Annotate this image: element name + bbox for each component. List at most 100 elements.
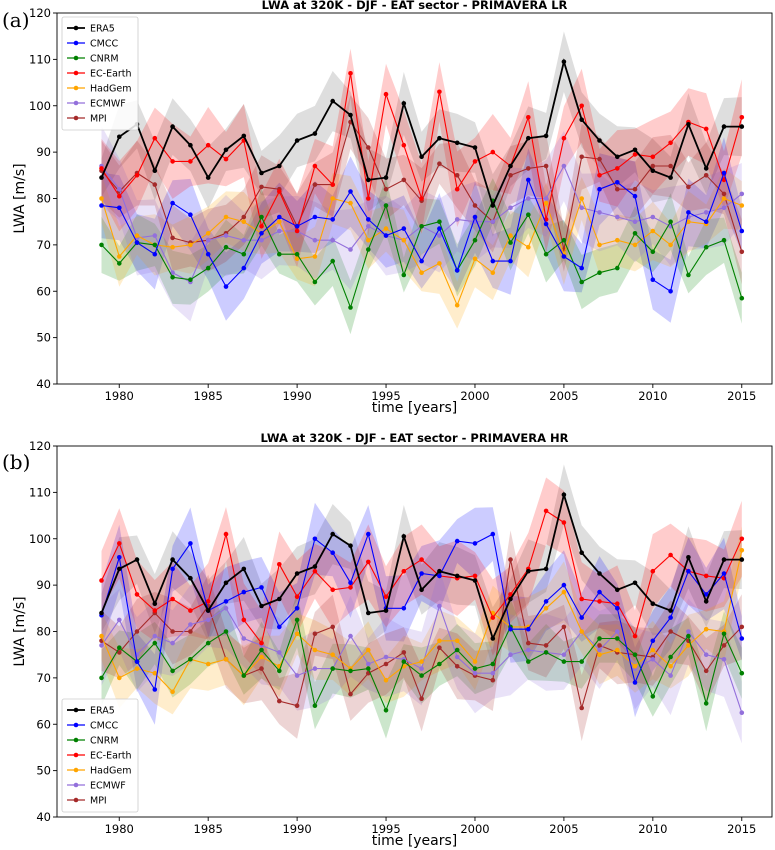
legend-marker-ec-earth	[73, 70, 79, 76]
point-ec-earth	[650, 154, 656, 160]
y-tick-label: 120	[29, 439, 51, 453]
point-era5	[188, 575, 193, 581]
point-mpi	[383, 186, 389, 192]
point-cnrm	[597, 636, 602, 641]
point-hadgem	[170, 244, 175, 250]
point-cmcc	[526, 177, 531, 183]
point-cmcc	[579, 615, 584, 620]
point-cnrm	[561, 659, 567, 664]
point-mpi	[277, 698, 282, 704]
point-hadgem	[703, 626, 709, 632]
point-ec-earth	[330, 587, 336, 593]
point-era5	[703, 166, 709, 171]
point-cmcc	[170, 200, 175, 206]
point-cnrm	[205, 640, 211, 646]
point-mpi	[312, 631, 318, 637]
point-cnrm	[632, 652, 638, 657]
point-mpi	[330, 624, 336, 630]
point-hadgem	[632, 242, 638, 248]
point-era5	[668, 175, 673, 180]
legend-label-cmcc: CMCC	[90, 721, 118, 732]
point-mpi	[472, 203, 478, 208]
point-ec-earth	[152, 608, 158, 613]
x-tick-label: 2010	[638, 389, 667, 403]
spread-bands	[101, 464, 742, 744]
point-mpi	[561, 624, 567, 630]
point-era5	[134, 557, 140, 562]
point-cnrm	[277, 251, 282, 257]
x-tick-label: 1995	[371, 389, 400, 403]
point-ecmwf	[721, 657, 727, 662]
point-hadgem	[668, 664, 673, 669]
point-era5	[543, 133, 549, 139]
point-ec-earth	[383, 594, 389, 599]
point-era5	[437, 135, 442, 141]
point-cnrm	[703, 244, 709, 250]
point-cmcc	[739, 636, 745, 641]
point-ec-earth	[490, 149, 496, 155]
point-ec-earth	[419, 196, 424, 201]
point-cmcc	[259, 231, 264, 236]
legend-marker-ecmwf	[73, 100, 79, 106]
point-ecmwf	[615, 214, 620, 220]
point-hadgem	[401, 237, 407, 243]
point-cmcc	[526, 626, 531, 632]
point-cmcc	[686, 568, 691, 574]
point-ec-earth	[294, 228, 300, 234]
point-cnrm	[721, 237, 727, 243]
point-era5	[472, 145, 478, 150]
point-era5	[330, 98, 336, 104]
point-ecmwf	[170, 270, 175, 276]
point-era5	[348, 543, 353, 548]
point-cnrm	[348, 305, 353, 310]
point-ecmwf	[615, 629, 620, 634]
point-mpi	[259, 184, 264, 190]
point-cmcc	[152, 687, 158, 692]
chart-panel-b: LWA at 320K - DJF - EAT sector - PRIMAVE…	[12, 431, 773, 849]
point-cnrm	[579, 279, 584, 285]
point-cnrm	[401, 659, 407, 664]
x-tick-label: 1985	[194, 389, 223, 403]
point-ec-earth	[668, 140, 673, 146]
point-mpi	[294, 703, 300, 708]
point-ecmwf	[117, 186, 122, 192]
point-mpi	[508, 557, 513, 562]
point-era5	[526, 568, 531, 574]
point-era5	[223, 147, 229, 153]
legend-label-ec-earth: EC-Earth	[90, 69, 132, 80]
point-ec-earth	[739, 115, 745, 120]
point-cmcc	[703, 219, 709, 224]
point-ec-earth	[561, 520, 567, 525]
point-cnrm	[241, 251, 247, 257]
point-hadgem	[134, 233, 140, 238]
band-cnrm	[101, 592, 742, 739]
point-hadgem	[526, 244, 531, 250]
point-cmcc	[721, 571, 727, 576]
point-ec-earth	[703, 126, 709, 132]
point-ec-earth	[490, 615, 496, 620]
point-era5	[223, 580, 229, 586]
series-lines	[99, 491, 745, 715]
legend-marker-hadgem	[73, 85, 79, 91]
point-hadgem	[170, 689, 175, 695]
point-hadgem	[99, 196, 104, 201]
point-cmcc	[543, 599, 549, 604]
point-cnrm	[437, 219, 442, 224]
point-ecmwf	[490, 219, 496, 224]
point-ecmwf	[650, 657, 656, 662]
point-ecmwf	[277, 650, 282, 655]
point-cmcc	[312, 536, 318, 542]
point-mpi	[454, 664, 460, 669]
point-ec-earth	[312, 163, 318, 169]
point-ecmwf	[526, 647, 531, 653]
point-era5	[561, 492, 567, 498]
point-cmcc	[383, 233, 389, 238]
point-ec-earth	[401, 142, 407, 148]
point-mpi	[170, 235, 175, 241]
point-ec-earth	[437, 89, 442, 95]
point-hadgem	[543, 606, 549, 611]
point-mpi	[259, 666, 264, 671]
x-tick-label: 1990	[282, 822, 311, 836]
point-ec-earth	[205, 599, 211, 604]
point-cmcc	[650, 277, 656, 283]
